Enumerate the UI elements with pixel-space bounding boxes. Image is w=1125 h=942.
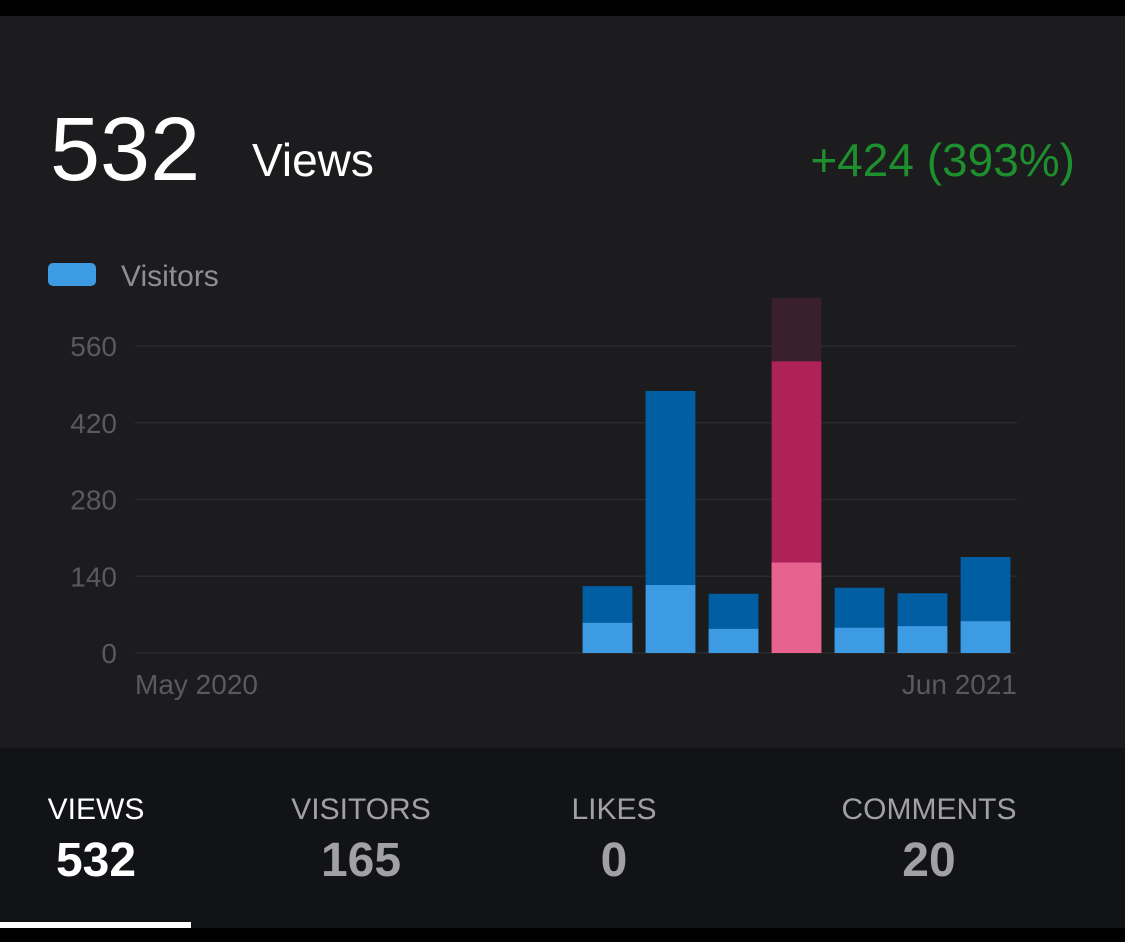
bar[interactable] [771,562,822,653]
bar[interactable] [897,626,948,653]
chart: Visitors 0 140 280 420 560 May 2020 Jun 2021 [48,260,1017,700]
y-tick-label: 140 [70,561,117,592]
tab-bar [0,748,1125,928]
legend-label: Visitors [121,260,219,293]
y-tick-label: 280 [70,485,117,516]
tab-value: 20 [902,834,955,887]
tab-label: COMMENTS [842,793,1017,826]
bar[interactable] [708,628,759,653]
tab-label: VIEWS [48,793,145,826]
tab-value: 165 [321,834,401,887]
bar[interactable] [834,627,885,653]
tab-value: 0 [601,834,628,887]
tabs: VIEWS 532 VISITORS 165 LIKES 0 COMMENTS 20 [0,793,1017,928]
legend-swatch [48,263,96,286]
tab-label: VISITORS [291,793,430,826]
bar[interactable] [582,622,633,653]
headline-change: +424 (393%) [810,134,1075,186]
tab-value: 532 [56,834,136,887]
headline-label: Views [252,134,374,186]
x-tick-label: May 2020 [135,669,258,700]
tab-label: LIKES [571,793,656,826]
headline-value: 532 [50,100,200,200]
tab[interactable]: VISITORS 165 [291,793,430,887]
tab[interactable]: COMMENTS 20 [842,793,1017,887]
x-tick-label: Jun 2021 [902,669,1017,700]
y-tick-label: 560 [70,331,117,362]
bar[interactable] [960,621,1011,653]
tab[interactable]: LIKES 0 [571,793,656,887]
y-tick-label: 420 [70,408,117,439]
tab[interactable]: VIEWS 532 [0,793,191,928]
tab-underline [0,922,191,928]
y-tick-label: 0 [101,638,117,669]
selection-highlight [771,298,822,362]
bar[interactable] [645,585,696,653]
